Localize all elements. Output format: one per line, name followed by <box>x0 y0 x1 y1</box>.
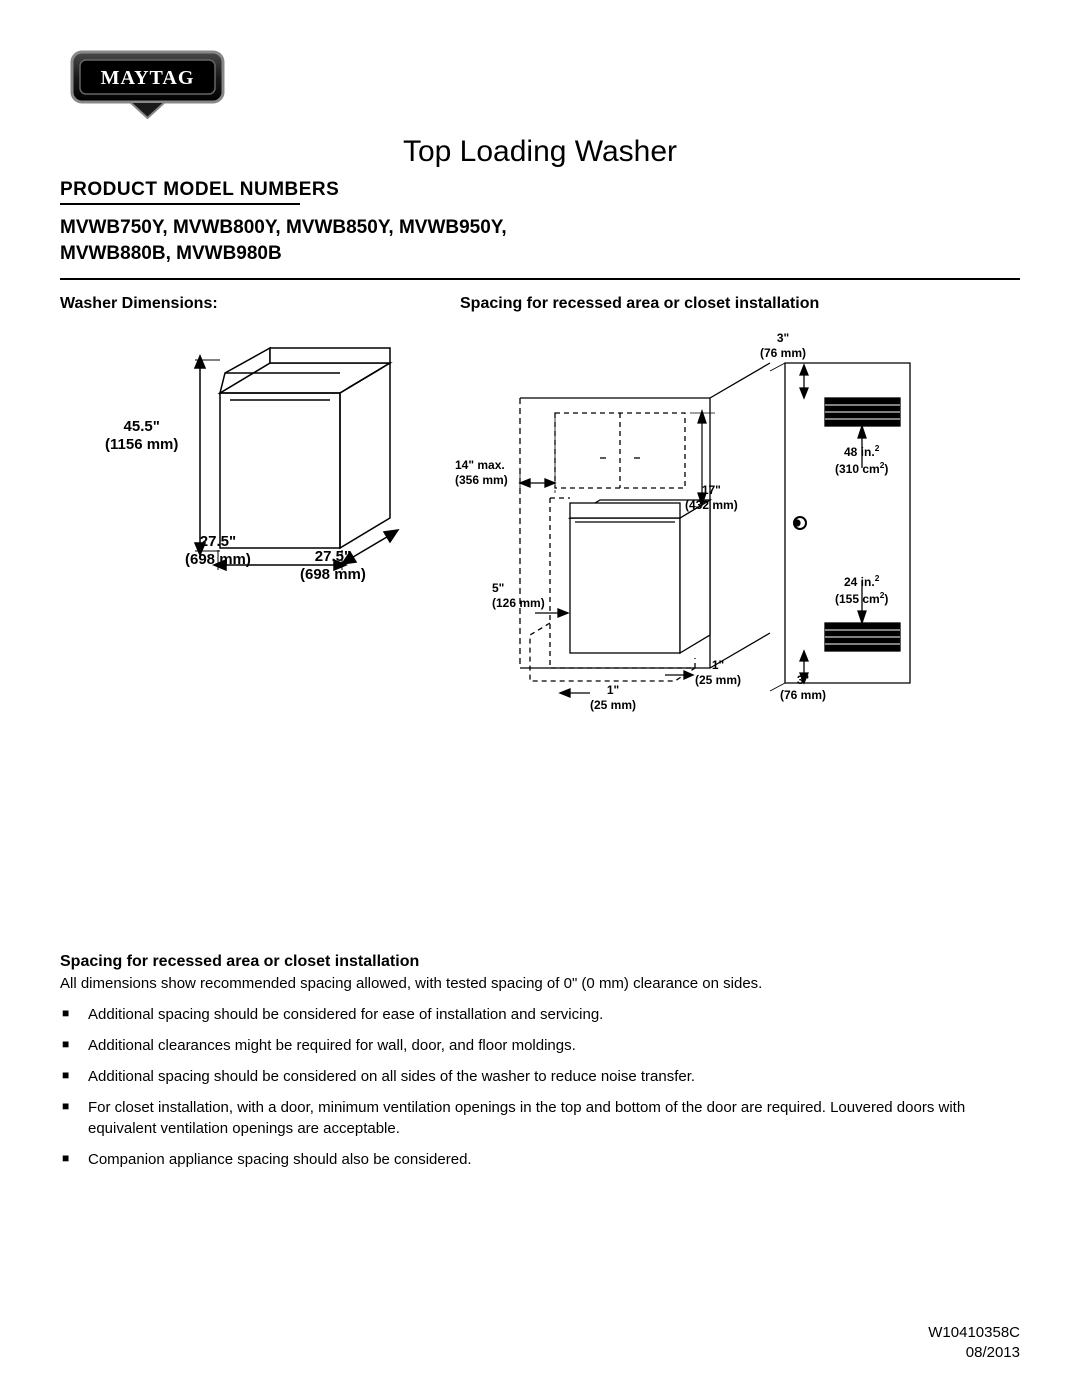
left-col-title: Washer Dimensions: <box>60 295 460 313</box>
left-column: Washer Dimensions: <box>60 290 460 598</box>
sp-vent-bot: 24 in.2(155 cm2) <box>835 573 888 606</box>
width-in: 27.5" <box>200 533 236 550</box>
sp-top-clear: 17"(432 mm) <box>685 483 738 512</box>
models-line-1: MVWB750Y, MVWB800Y, MVWB850Y, MVWB950Y, <box>60 215 1020 241</box>
sp-bot-gap: 3"(76 mm) <box>780 673 826 702</box>
width-mm: (698 mm) <box>185 551 251 568</box>
svg-text:MAYTAG: MAYTAG <box>101 67 195 89</box>
sp-side2: 1"(25 mm) <box>590 683 636 712</box>
washer-dimensions-diagram: 45.5" (1156 mm) 27.5" (698 mm) 27.5" (69… <box>110 338 410 598</box>
closet-spacing-diagram: 3"(76 mm) 14" max.(356 mm) 17"(432 mm) 5… <box>460 323 940 723</box>
width-label: 27.5" (698 mm) <box>185 533 251 569</box>
sp-vent-top: 48 in.2(310 cm2) <box>835 443 888 476</box>
footer: W10410358C 08/2013 <box>928 1323 1020 1362</box>
brand-logo: MAYTAG <box>70 50 225 122</box>
models-line-2: MVWB880B, MVWB980B <box>60 241 1020 267</box>
depth-mm: (698 mm) <box>300 566 366 583</box>
spacing-bullets: Additional spacing should be considered … <box>60 1004 1020 1170</box>
sp-door-max: 14" max.(356 mm) <box>455 458 508 487</box>
divider <box>60 278 1020 280</box>
bullet-item: Additional spacing should be considered … <box>60 1066 1020 1087</box>
diagram-columns: Washer Dimensions: <box>60 290 1020 723</box>
right-col-title: Spacing for recessed area or closet inst… <box>460 295 1020 313</box>
bullet-item: Additional clearances might be required … <box>60 1035 1020 1056</box>
spacing-text-section: Spacing for recessed area or closet inst… <box>60 953 1020 1170</box>
bullet-item: Companion appliance spacing should also … <box>60 1149 1020 1170</box>
heading-underline <box>60 203 300 205</box>
model-numbers: MVWB750Y, MVWB800Y, MVWB850Y, MVWB950Y, … <box>60 215 1020 266</box>
sp-top-gap: 3"(76 mm) <box>760 331 806 360</box>
sp-back: 5"(126 mm) <box>492 581 545 610</box>
spacing-intro: All dimensions show recommended spacing … <box>60 975 1020 992</box>
spacing-title: Spacing for recessed area or closet inst… <box>60 953 1020 971</box>
depth-in: 27.5" <box>315 548 351 565</box>
footer-date: 08/2013 <box>928 1343 1020 1363</box>
height-label: 45.5" (1156 mm) <box>105 418 178 454</box>
models-heading: PRODUCT MODEL NUMBERS <box>60 179 1020 201</box>
right-column: Spacing for recessed area or closet inst… <box>460 290 1020 723</box>
bullet-item: Additional spacing should be considered … <box>60 1004 1020 1025</box>
height-in: 45.5" <box>124 418 160 435</box>
depth-label: 27.5" (698 mm) <box>300 548 366 584</box>
sp-side1: 1"(25 mm) <box>695 658 741 687</box>
page: MAYTAG Top Loading Washer PRODUCT MODEL … <box>0 0 1080 1397</box>
page-title: Top Loading Washer <box>60 135 1020 169</box>
height-mm: (1156 mm) <box>105 436 178 453</box>
footer-doc-number: W10410358C <box>928 1323 1020 1343</box>
bullet-item: For closet installation, with a door, mi… <box>60 1097 1020 1139</box>
